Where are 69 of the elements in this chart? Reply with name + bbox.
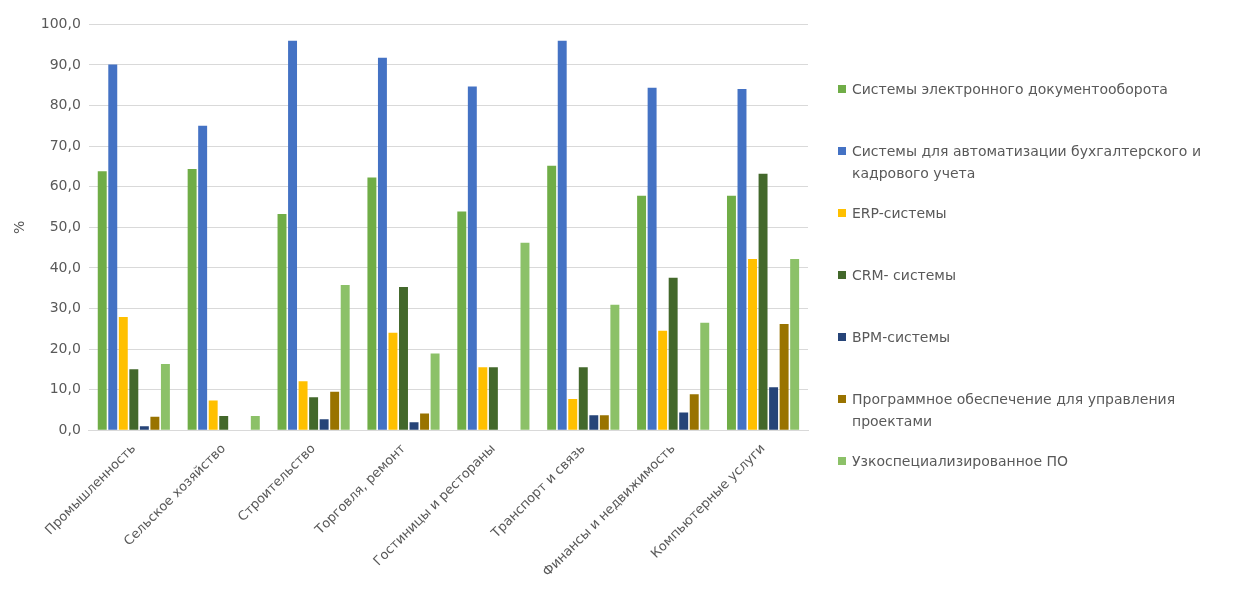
bar xyxy=(420,413,430,430)
bar xyxy=(610,304,620,430)
bar xyxy=(399,286,408,430)
y-tick-label: 80,0 xyxy=(49,96,81,113)
bar xyxy=(700,322,710,430)
y-tick-label: 0,0 xyxy=(58,420,81,437)
y-tick-label: 30,0 xyxy=(49,299,81,316)
y-tick-label: 90,0 xyxy=(49,55,81,72)
bar xyxy=(118,317,128,430)
bar xyxy=(679,412,689,430)
bar xyxy=(250,416,260,430)
bar xyxy=(129,369,139,430)
legend-label: Программное обеспечение для управления проектами xyxy=(852,390,1177,431)
bar xyxy=(568,399,578,430)
bar xyxy=(208,400,218,430)
legend-label: Системы электронного документооборота xyxy=(852,80,1168,99)
bar xyxy=(309,397,319,430)
bar xyxy=(726,195,736,430)
y-tick-label: 10,0 xyxy=(49,380,81,397)
bar xyxy=(187,168,197,430)
bar xyxy=(769,387,779,430)
bar xyxy=(658,330,668,430)
bar xyxy=(758,173,768,430)
y-axis-title: % xyxy=(11,220,28,234)
bar xyxy=(478,367,488,430)
bar xyxy=(377,57,387,430)
bar xyxy=(160,364,170,430)
bar xyxy=(488,367,498,430)
bar xyxy=(467,86,477,430)
y-tick-label: 40,0 xyxy=(49,258,81,275)
bar xyxy=(748,258,757,430)
bar xyxy=(637,195,647,430)
bar xyxy=(409,422,419,430)
bar xyxy=(599,415,609,430)
bar xyxy=(367,177,377,430)
bar xyxy=(288,40,298,430)
legend-label: ERP-системы xyxy=(852,204,947,223)
bar xyxy=(520,242,530,430)
bar xyxy=(150,416,160,430)
legend-label: BPM-системы xyxy=(852,328,951,347)
bar xyxy=(219,416,229,430)
bar xyxy=(647,87,657,430)
y-tick-label: 20,0 xyxy=(49,339,81,356)
y-tick-label: 50,0 xyxy=(49,217,81,234)
bar xyxy=(779,323,789,430)
y-tick-label: 100,0 xyxy=(40,15,81,32)
bar xyxy=(430,353,440,430)
bar xyxy=(319,419,329,430)
bar xyxy=(198,125,208,430)
bar xyxy=(330,391,340,430)
bar xyxy=(108,64,118,430)
bar xyxy=(790,258,800,430)
bar xyxy=(668,277,678,430)
bar xyxy=(298,381,308,430)
y-tick-label: 60,0 xyxy=(49,177,81,194)
bar xyxy=(139,426,149,430)
legend-label: Системы для автоматизации бухгалтерского и кадрового учета xyxy=(852,142,1202,183)
bar xyxy=(578,367,588,430)
legend-label: CRM- системы xyxy=(852,266,956,285)
bar xyxy=(457,211,467,430)
y-tick-label: 70,0 xyxy=(49,136,81,153)
bar xyxy=(388,332,398,430)
bar xyxy=(689,394,699,430)
legend-label: Узкоспециализированное ПО xyxy=(852,452,1069,471)
bar xyxy=(97,171,107,430)
bar xyxy=(547,165,557,430)
bar xyxy=(589,415,599,430)
bar xyxy=(557,40,567,430)
bar xyxy=(340,284,350,430)
